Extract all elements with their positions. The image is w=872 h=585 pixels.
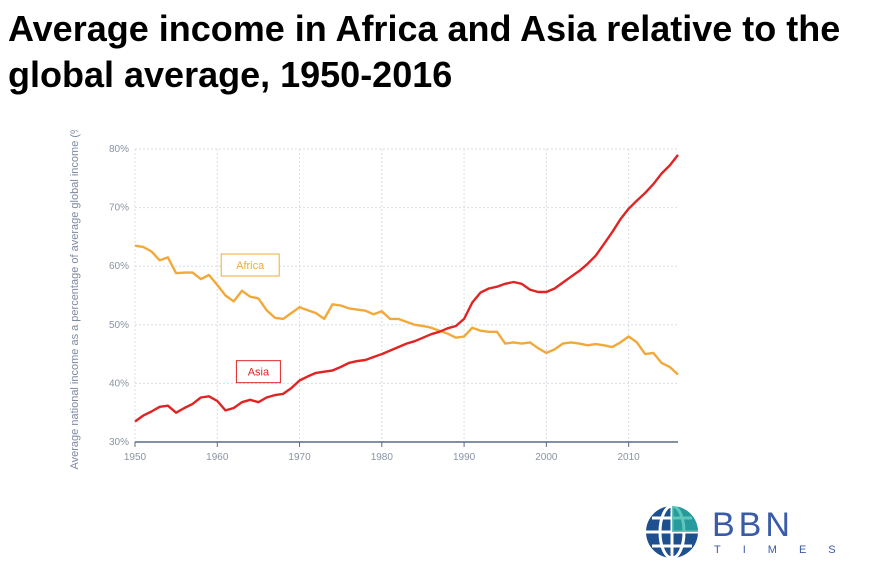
y-tick-label: 60% xyxy=(109,261,129,272)
chart-title: Average income in Africa and Asia relati… xyxy=(8,8,841,95)
series-line-africa xyxy=(134,244,679,376)
x-tick-label: 2010 xyxy=(618,452,641,463)
y-tick-label: 80% xyxy=(109,144,129,155)
series-line-asia xyxy=(134,154,679,423)
series-label-africa: Africa xyxy=(236,260,265,272)
x-tick-label: 1970 xyxy=(288,452,311,463)
x-tick-label: 1960 xyxy=(206,452,229,463)
bbn-times-logo: BBN TIMES xyxy=(644,504,864,564)
y-tick-label: 70% xyxy=(109,203,129,214)
line-chart: Average national income as a percentage … xyxy=(69,130,679,469)
logo-wordmark: BBN xyxy=(712,506,794,544)
y-tick-label: 30% xyxy=(109,437,129,448)
x-tick-label: 2000 xyxy=(535,452,558,463)
series-label-asia: Asia xyxy=(248,367,270,379)
y-tick-label: 40% xyxy=(109,378,129,389)
annotation-box-asia xyxy=(235,360,281,384)
x-tick-label: 1980 xyxy=(371,452,394,463)
annotation-box-africa xyxy=(220,253,280,277)
logo-subtitle: TIMES xyxy=(714,544,858,556)
x-tick-label: 1990 xyxy=(453,452,476,463)
y-tick-label: 50% xyxy=(109,320,129,331)
x-tick-label: 1950 xyxy=(124,452,147,463)
y-axis-title: Average national income as a percentage … xyxy=(69,130,81,469)
globe-icon xyxy=(646,504,698,560)
